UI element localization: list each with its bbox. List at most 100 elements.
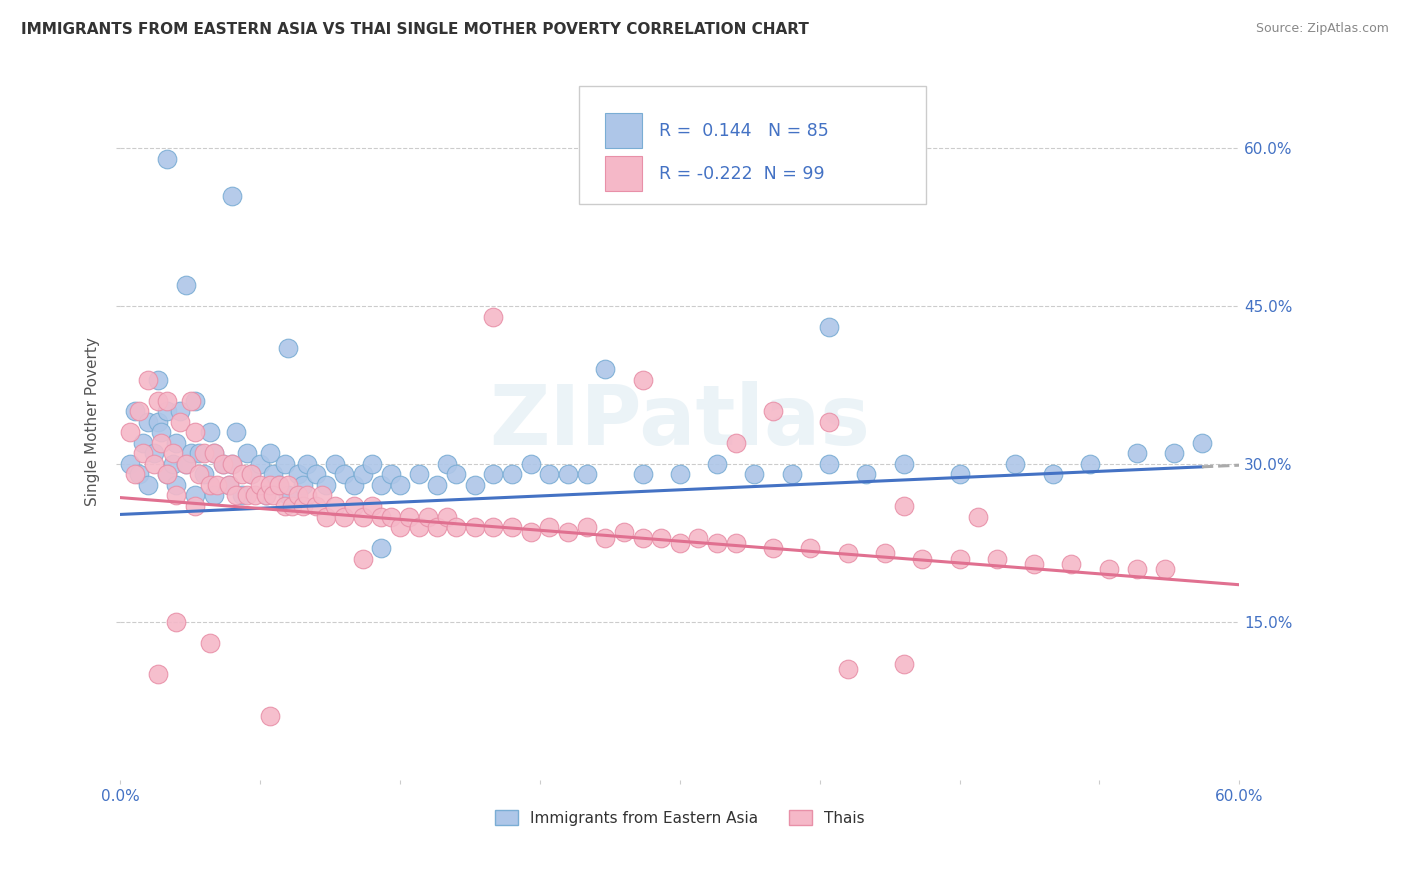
Point [162,457,184,471]
Text: Source: ZipAtlas.com: Source: ZipAtlas.com [1256,22,1389,36]
Point [180,446,202,460]
Point [389,478,412,492]
Point [193,446,215,460]
Point [180,393,202,408]
Point [259,709,281,723]
Point [150,425,173,440]
Point [132,436,155,450]
Point [236,446,259,460]
Point [198,425,221,440]
Text: ZIPatlas: ZIPatlas [489,382,870,462]
Point [254,488,277,502]
Point [287,467,309,482]
Point [143,457,166,471]
Point [138,415,160,429]
Point [398,509,420,524]
Point [799,541,821,555]
Point [225,488,247,502]
Point [143,446,166,460]
Point [1125,446,1147,460]
Point [239,467,262,482]
Point [986,551,1008,566]
Point [706,457,728,471]
Point [501,520,523,534]
Point [292,499,315,513]
Point [174,278,197,293]
Point [893,657,915,671]
Point [370,478,392,492]
Point [202,446,225,460]
Point [557,467,579,482]
Point [295,488,318,502]
Point [724,536,747,550]
Point [118,425,141,440]
Point [631,531,654,545]
Point [236,488,259,502]
Point [231,488,253,502]
Legend: Immigrants from Eastern Asia, Thais: Immigrants from Eastern Asia, Thais [495,810,865,826]
Point [225,425,247,440]
Point [146,373,169,387]
Point [426,520,449,534]
Point [436,509,458,524]
Point [267,478,290,492]
Point [361,457,384,471]
Point [124,404,146,418]
Point [221,188,243,202]
Point [198,636,221,650]
Point [724,436,747,450]
Point [837,662,859,676]
FancyBboxPatch shape [579,86,927,203]
Point [613,525,636,540]
Point [146,415,169,429]
Point [1042,467,1064,482]
Point [893,499,915,513]
Point [231,467,253,482]
Point [389,520,412,534]
Point [221,457,243,471]
Point [444,467,467,482]
Point [174,457,197,471]
Point [426,478,449,492]
Point [762,404,785,418]
Point [150,436,173,450]
Point [482,310,505,324]
Point [169,415,191,429]
Point [262,467,284,482]
Point [593,362,616,376]
Point [259,478,281,492]
Point [221,457,243,471]
Point [184,499,207,513]
Point [212,457,235,471]
Point [1078,457,1101,471]
Point [501,467,523,482]
Point [352,467,374,482]
Point [184,393,207,408]
Point [292,478,315,492]
Point [1060,557,1083,571]
Point [187,467,209,482]
Point [593,531,616,545]
Point [911,551,934,566]
Point [323,457,346,471]
Point [323,499,346,513]
Point [273,499,295,513]
Point [156,467,179,482]
Point [538,467,561,482]
Point [281,499,304,513]
Point [287,488,309,502]
Point [352,551,374,566]
Point [780,467,803,482]
Point [818,320,841,334]
Point [370,509,392,524]
Point [174,457,197,471]
Point [818,415,841,429]
Point [416,509,439,524]
Point [202,488,225,502]
Point [575,520,598,534]
Point [156,393,179,408]
Point [361,499,384,513]
Point [218,478,240,492]
Point [948,467,970,482]
Point [1098,562,1121,576]
